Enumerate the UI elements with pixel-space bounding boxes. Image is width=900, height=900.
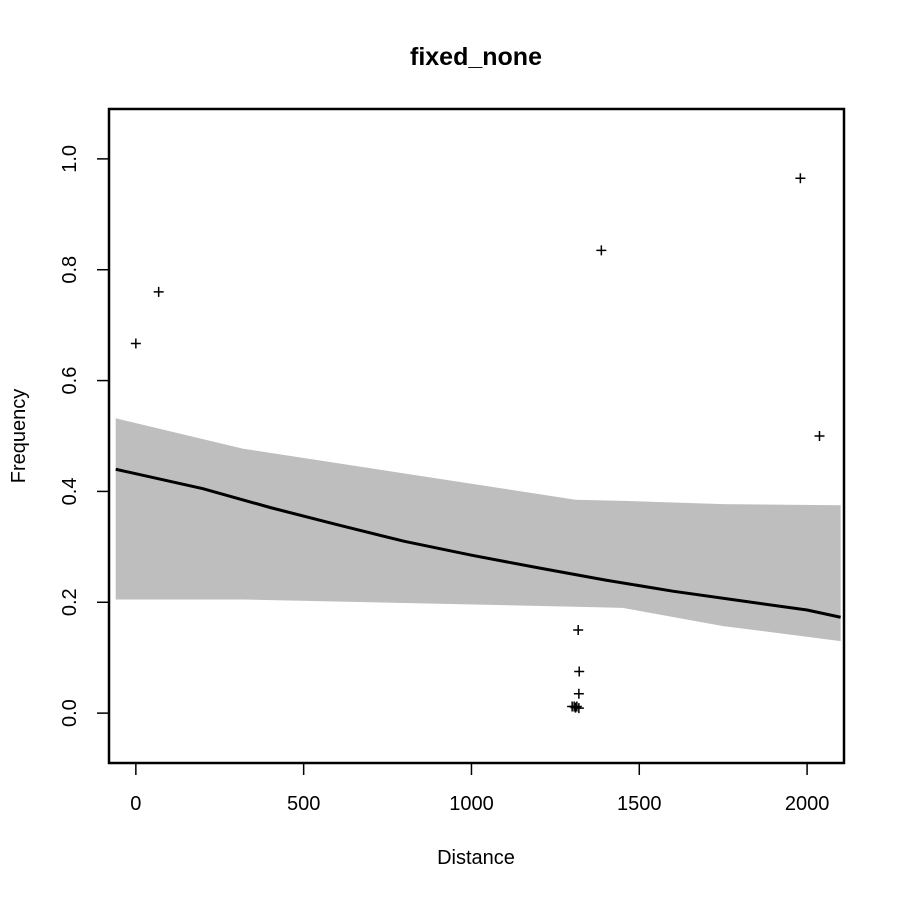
y-tick-label: 1.0 [59,145,81,173]
y-tick-label: 0.2 [59,588,81,616]
x-tick-label: 1500 [617,793,662,815]
y-tick-label: 0.6 [59,367,81,395]
x-tick-label: 2000 [785,793,830,815]
y-tick-label: 0.8 [59,256,81,284]
data-point [596,245,607,256]
y-axis-label: Frequency [8,389,30,484]
data-point [130,338,141,349]
y-axis: 0.0 0.2 0.4 0.6 0.8 1.0 [59,145,110,727]
data-point [573,624,584,635]
data-point [795,173,806,184]
confidence-band [115,418,841,642]
x-tick-label: 1000 [449,793,494,815]
x-tick-label: 500 [287,793,320,815]
y-tick-label: 0.4 [59,478,81,506]
chart-title: fixed_none [410,43,542,71]
plot-frame [107,107,846,765]
data-point [153,286,164,297]
data-point [574,666,585,677]
data-point [573,703,584,714]
confidence-band-layer [115,418,841,642]
x-tick-label: 0 [130,793,141,815]
fit-line [115,467,841,619]
data-point [814,431,825,441]
data-points-layer [130,173,825,714]
fit-line-layer [115,467,841,619]
x-axis: 0 500 1000 1500 2000 [130,762,830,815]
x-axis-label: Distance [437,847,515,869]
data-point [571,701,582,712]
data-point [573,688,584,699]
y-tick-label: 0.0 [59,699,81,727]
